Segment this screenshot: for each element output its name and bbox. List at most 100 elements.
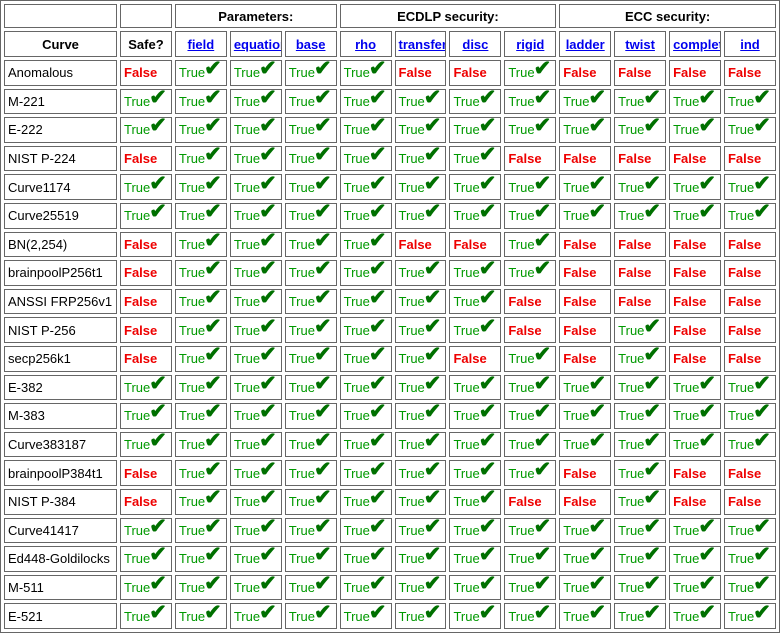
disc-value: True✔ bbox=[449, 546, 502, 572]
base-value: True✔ bbox=[284, 117, 337, 143]
value-label: True bbox=[618, 379, 645, 395]
check-icon: ✔ bbox=[698, 574, 716, 595]
rho-value: True✔ bbox=[339, 431, 392, 458]
curve-row-nist-p-224: NIST P-224 False True✔ True✔ True✔ True✔ True✔… bbox=[4, 145, 776, 172]
ind-value: True✔ bbox=[723, 431, 776, 458]
check-icon: ✔ bbox=[753, 546, 771, 567]
rho-value: True✔ bbox=[339, 345, 392, 372]
safe-value: False bbox=[120, 60, 172, 86]
check-icon: ✔ bbox=[588, 174, 607, 195]
value-label: True bbox=[178, 379, 206, 395]
check-icon: ✔ bbox=[204, 345, 222, 367]
curve-name: E-521 bbox=[4, 603, 117, 629]
rigid-value: True✔ bbox=[504, 260, 557, 286]
value-label: True bbox=[233, 93, 261, 109]
column-link-ladder[interactable]: ladder bbox=[565, 36, 605, 52]
rigid-value: False bbox=[504, 488, 557, 515]
check-icon: ✔ bbox=[588, 431, 607, 453]
transfer-value: True✔ bbox=[394, 117, 447, 143]
check-icon: ✔ bbox=[368, 345, 387, 367]
check-icon: ✔ bbox=[643, 546, 662, 567]
value-label: True bbox=[453, 208, 480, 224]
check-icon: ✔ bbox=[753, 431, 771, 453]
equation-value: True✔ bbox=[229, 546, 282, 572]
check-icon: ✔ bbox=[149, 174, 167, 195]
value-label: True bbox=[673, 437, 700, 453]
column-header-rho: rho bbox=[339, 31, 392, 57]
value-label: True bbox=[343, 551, 370, 567]
value-label: True bbox=[178, 551, 206, 567]
rigid-value: True✔ bbox=[504, 546, 557, 572]
check-icon: ✔ bbox=[149, 403, 167, 424]
ind-value: True✔ bbox=[723, 174, 776, 200]
curve-name: M-383 bbox=[4, 403, 117, 429]
complete-value: True✔ bbox=[669, 174, 721, 200]
value-label: True bbox=[288, 522, 315, 538]
check-icon: ✔ bbox=[259, 431, 277, 453]
check-icon: ✔ bbox=[313, 517, 332, 538]
rigid-value: True✔ bbox=[504, 374, 557, 401]
column-link-transfer[interactable]: transfer bbox=[398, 36, 447, 52]
value-label: True bbox=[508, 179, 535, 195]
check-icon: ✔ bbox=[533, 603, 552, 624]
check-icon: ✔ bbox=[588, 546, 607, 567]
value-label: True bbox=[673, 608, 700, 624]
ind-value: False bbox=[723, 260, 776, 286]
complete-value: False bbox=[669, 317, 721, 343]
twist-value: True✔ bbox=[614, 460, 667, 486]
check-icon: ✔ bbox=[368, 88, 387, 109]
value-label: False bbox=[453, 351, 487, 367]
column-link-field[interactable]: field bbox=[187, 36, 215, 52]
value-label: True bbox=[233, 494, 261, 510]
curve-row-bn-2-254: BN(2,254) False True✔ True✔ True✔ True✔ False F… bbox=[4, 231, 776, 258]
transfer-value: True✔ bbox=[394, 88, 447, 115]
transfer-value: True✔ bbox=[394, 317, 447, 343]
value-label: True bbox=[453, 494, 480, 510]
column-link-equation[interactable]: equation bbox=[233, 36, 281, 52]
disc-value: True✔ bbox=[449, 374, 502, 401]
column-link-complete[interactable]: complete bbox=[673, 36, 720, 52]
value-label: True bbox=[727, 579, 755, 595]
column-link-rigid[interactable]: rigid bbox=[516, 36, 545, 52]
value-label: True bbox=[673, 208, 700, 224]
column-link-rho[interactable]: rho bbox=[355, 36, 377, 52]
value-label: True bbox=[124, 122, 151, 138]
twist-value: True✔ bbox=[614, 603, 667, 629]
check-icon: ✔ bbox=[259, 603, 277, 624]
value-label: True bbox=[178, 208, 206, 224]
value-label: True bbox=[288, 208, 315, 224]
check-icon: ✔ bbox=[533, 174, 552, 195]
value-label: False bbox=[618, 151, 652, 167]
check-icon: ✔ bbox=[368, 231, 387, 252]
column-link-base[interactable]: base bbox=[295, 36, 326, 52]
ind-value: True✔ bbox=[723, 517, 776, 544]
value-label: True bbox=[343, 608, 370, 624]
value-label: True bbox=[673, 379, 700, 395]
ladder-value: True✔ bbox=[559, 574, 612, 601]
value-label: True bbox=[343, 93, 370, 109]
check-icon: ✔ bbox=[204, 60, 222, 81]
check-icon: ✔ bbox=[643, 317, 662, 338]
base-value: True✔ bbox=[284, 374, 337, 401]
value-label: True bbox=[343, 122, 370, 138]
field-value: True✔ bbox=[174, 374, 227, 401]
ladder-value: True✔ bbox=[559, 546, 612, 572]
value-label: True bbox=[178, 408, 206, 424]
column-link-ind[interactable]: ind bbox=[740, 36, 760, 52]
column-link-twist[interactable]: twist bbox=[625, 36, 655, 52]
value-label: False bbox=[508, 494, 542, 510]
twist-value: False bbox=[614, 288, 667, 315]
column-link-disc[interactable]: disc bbox=[462, 36, 489, 52]
check-icon: ✔ bbox=[149, 374, 167, 395]
check-icon: ✔ bbox=[313, 60, 332, 81]
value-label: True bbox=[124, 379, 151, 395]
check-icon: ✔ bbox=[478, 403, 497, 424]
check-icon: ✔ bbox=[313, 488, 332, 510]
field-value: True✔ bbox=[174, 145, 227, 172]
check-icon: ✔ bbox=[478, 460, 497, 481]
check-icon: ✔ bbox=[423, 517, 442, 538]
value-label: True bbox=[618, 579, 645, 595]
check-icon: ✔ bbox=[698, 117, 716, 138]
base-value: True✔ bbox=[284, 88, 337, 115]
value-label: True bbox=[508, 93, 535, 109]
